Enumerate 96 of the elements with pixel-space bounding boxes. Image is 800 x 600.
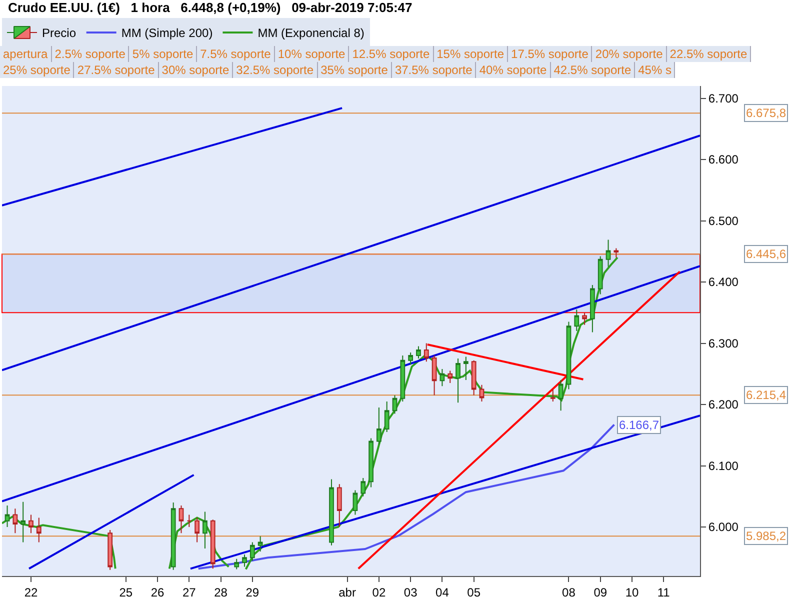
candlestick [384, 400, 390, 433]
text: 17.5% soporte [508, 46, 592, 62]
text: 5% soporte [129, 46, 198, 62]
candlestick [12, 508, 18, 534]
text: 25% soporte [0, 62, 74, 78]
y-tick-label: 6.500 [708, 214, 739, 228]
candlestick [574, 309, 580, 332]
candlestick [258, 536, 263, 552]
text: apertura [0, 46, 52, 62]
x-tick-label: 26 [150, 585, 165, 600]
x-tick-label: 29 [246, 585, 260, 600]
candlestick [448, 370, 453, 384]
candlestick [376, 407, 382, 445]
y-tick-label: 6.400 [708, 275, 739, 290]
x-tick-label: 02 [372, 585, 386, 600]
text: 7.5% soporte [197, 46, 275, 62]
chart-title: Crudo EE.UU. (1€) 1 hora 6.448,8 (+0,19%) 09-abr-2019 7:05:47 [8, 0, 412, 16]
x-tick-label: 10 [625, 585, 639, 600]
candlestick [210, 519, 216, 570]
annotation: 6.166,7 [619, 418, 660, 432]
candlestick [456, 358, 460, 404]
candlestick [194, 517, 200, 543]
ref-line-label: 6.675,8 [746, 106, 786, 120]
x-tick-label: 09 [594, 585, 608, 600]
candlestick [416, 346, 421, 360]
text: 15% soporte [434, 46, 508, 62]
candlestick [368, 438, 374, 488]
text: 20% soporte [592, 46, 667, 62]
candlestick [606, 239, 611, 268]
candlestick [36, 517, 42, 543]
candlestick [400, 355, 406, 402]
ref-line-label: 6.445,6 [746, 247, 786, 261]
text: 40% soporte [476, 62, 551, 78]
y-tick-label: 6.200 [708, 398, 739, 412]
candlestick [590, 284, 595, 333]
text: 32.5% soporte [233, 62, 318, 78]
x-tick-label: 03 [404, 585, 418, 600]
candlestick [408, 352, 414, 366]
y-tick-label: 6.000 [708, 520, 739, 534]
y-tick-label: 6.100 [708, 458, 739, 473]
text: 45% s [635, 62, 676, 78]
candlestick [360, 478, 366, 497]
x-tick-label: 05 [467, 585, 481, 600]
candlestick [28, 514, 34, 534]
candlestick [440, 368, 445, 387]
candlestick [178, 505, 184, 534]
candlestick [558, 380, 564, 412]
candlestick [614, 248, 619, 258]
legend-label: MM (Simple 200) [121, 26, 213, 40]
candlestick [424, 342, 429, 362]
x-tick-label: 22 [24, 585, 38, 600]
candlestick [432, 355, 437, 396]
candlestick [598, 256, 603, 295]
candlestick [108, 530, 113, 570]
x-tick-label: 28 [214, 585, 228, 600]
ref-line-label: 5.985,2 [746, 529, 786, 543]
candlestick [242, 554, 247, 568]
candlestick [329, 478, 334, 546]
candlestick [479, 384, 484, 402]
text: 2.5% soporte [52, 46, 130, 62]
candlestick [582, 312, 587, 326]
text: 10% soporte [274, 46, 350, 62]
legend-label: Precio [42, 26, 76, 40]
candlestick [170, 502, 176, 570]
candlestick [566, 321, 572, 390]
candlestick [352, 490, 358, 516]
candlestick [4, 505, 10, 528]
text: 37.5% soporte [392, 62, 476, 78]
x-tick-label: 25 [119, 585, 133, 600]
candlestick [20, 501, 26, 543]
y-tick-label: 6.600 [708, 152, 739, 167]
x-tick-label: 27 [182, 585, 196, 600]
y-tick-label: 6.300 [708, 336, 739, 350]
x-tick-label: 04 [436, 585, 450, 600]
x-tick-label: 08 [562, 585, 576, 600]
text: 35% soporte [318, 62, 392, 78]
text: 42.5% soporte [550, 62, 636, 78]
candlestick [471, 360, 476, 396]
text: 30% soporte [158, 62, 234, 78]
text: 22.5% soporte [666, 46, 752, 62]
candlestick [234, 558, 240, 570]
candlestick [336, 484, 342, 528]
candlestick [550, 388, 556, 402]
legend-label: MM (Exponencial 8) [258, 26, 364, 40]
ref-line-label: 6.215,4 [746, 388, 786, 402]
candlestick [392, 394, 398, 414]
candlestick [202, 511, 208, 549]
candlestick [250, 542, 255, 562]
text: 27.5% soporte [74, 62, 159, 78]
candlestick [463, 356, 468, 380]
line-series [197, 424, 616, 570]
x-tick-label: 11 [657, 585, 670, 600]
text: 12.5% soporte [349, 46, 434, 62]
candlestick [186, 514, 192, 528]
x-tick-label: abr [338, 585, 356, 600]
y-tick-label: 6.700 [708, 91, 739, 106]
